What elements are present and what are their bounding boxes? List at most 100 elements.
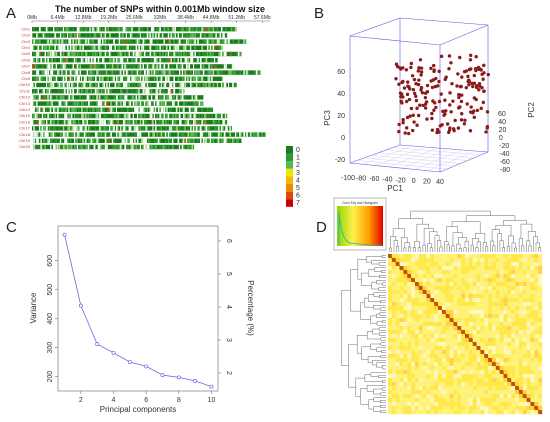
chromosome-label: Chr1 (21, 26, 30, 31)
snp-window-cell (141, 64, 143, 69)
kinship-cell (403, 310, 408, 315)
snp-window-cell (183, 39, 185, 44)
kinship-cell (526, 282, 531, 287)
snp-window-cell (103, 39, 106, 44)
kinship-cell (403, 266, 408, 271)
snp-window-cell (204, 82, 206, 88)
kinship-cell (422, 278, 427, 283)
snp-chromosome-row: Chr14 (19, 107, 213, 112)
snp-window-cell (117, 51, 119, 57)
snp-window-cell (202, 27, 205, 32)
snp-window-cell (74, 33, 76, 38)
snp-window-cell (104, 39, 106, 44)
kinship-cell (507, 394, 512, 399)
snp-window-cell (166, 70, 168, 75)
kinship-cell (430, 278, 435, 283)
snp-window-cell (102, 76, 104, 81)
snp-window-cell (208, 27, 210, 32)
kinship-cell (430, 338, 435, 343)
dendrogram-branch (364, 374, 383, 382)
snp-window-cell (62, 76, 65, 81)
kinship-cell (438, 302, 443, 307)
dendrogram-branch (379, 332, 386, 336)
snp-window-cell (148, 144, 150, 150)
snp-window-cell (95, 89, 97, 94)
kinship-cell (449, 270, 454, 275)
pca-sample-point (482, 89, 486, 93)
kinship-cell (411, 406, 416, 411)
snp-window-cell (79, 70, 81, 75)
kinship-cell (465, 398, 470, 403)
kinship-cell (391, 302, 396, 307)
snp-chromosome-row: Chr11 (19, 88, 185, 94)
snp-window-cell (183, 126, 185, 131)
snp-window-cell (75, 39, 78, 44)
snp-window-cell (187, 120, 190, 125)
snp-window-cell (141, 82, 143, 88)
chromosome-label: Chr6 (21, 57, 30, 62)
snp-window-cell (71, 89, 73, 94)
snp-window-cell (169, 82, 171, 88)
snp-window-cell (170, 58, 172, 63)
snp-window-cell (195, 120, 198, 125)
kinship-cell (407, 258, 412, 263)
snp-window-cell (68, 51, 70, 57)
kinship-cell (503, 302, 508, 307)
kinship-cell (499, 346, 504, 351)
snp-window-cell (121, 89, 124, 94)
snp-window-cell (209, 107, 212, 112)
snp-window-cell (142, 82, 145, 88)
snp-window-cell (202, 132, 205, 137)
snp-window-cell (103, 101, 105, 106)
pca-sample-point (419, 70, 424, 74)
snp-window-cell (173, 58, 176, 63)
snp-window-cell (137, 144, 139, 150)
snp-window-cell (198, 70, 201, 75)
snp-window-cell (61, 45, 63, 50)
kinship-cell (499, 290, 504, 295)
kinship-cell (488, 370, 493, 375)
kinship-cell (518, 382, 523, 387)
kinship-cell (426, 398, 431, 403)
dendrogram-branch (373, 305, 386, 310)
snp-window-cell (198, 76, 201, 81)
snp-window-cell (60, 58, 62, 63)
snp-window-cell (131, 51, 134, 57)
snp-window-cell (118, 101, 121, 106)
kinship-cell (434, 378, 439, 383)
snp-window-cell (144, 39, 146, 44)
kinship-cell (395, 258, 400, 263)
dendrogram-branch (464, 241, 469, 252)
kinship-cell (480, 370, 485, 375)
snp-window-cell (110, 70, 113, 75)
kinship-cell (491, 330, 496, 335)
kinship-cell (426, 306, 431, 311)
snp-window-cell (81, 144, 83, 150)
snp-window-cell (139, 70, 142, 75)
kinship-cell (511, 294, 516, 299)
snp-window-cell (90, 70, 93, 75)
kinship-cell (472, 362, 477, 367)
kinship-cell (438, 350, 443, 355)
kinship-cell (430, 346, 435, 351)
snp-window-cell (34, 138, 37, 143)
scree-point (209, 384, 214, 389)
kinship-cell (515, 318, 520, 323)
snp-window-cell (173, 76, 175, 81)
snp-window-cell (34, 144, 36, 150)
kinship-cell (399, 314, 404, 319)
kinship-cell (484, 282, 489, 287)
kinship-cell (465, 266, 470, 271)
kinship-cell (488, 258, 493, 263)
legend-swatch (286, 161, 293, 169)
snp-window-cell (218, 113, 220, 119)
snp-window-cell (174, 113, 177, 119)
snp-window-cell (54, 76, 56, 81)
kinship-cell (534, 294, 539, 299)
snp-window-cell (215, 64, 217, 69)
dendrogram-branch (429, 231, 438, 244)
kinship-cell (522, 406, 527, 411)
kinship-cell (457, 254, 462, 259)
kinship-cell (507, 346, 512, 351)
pca-sample-point (433, 84, 438, 89)
